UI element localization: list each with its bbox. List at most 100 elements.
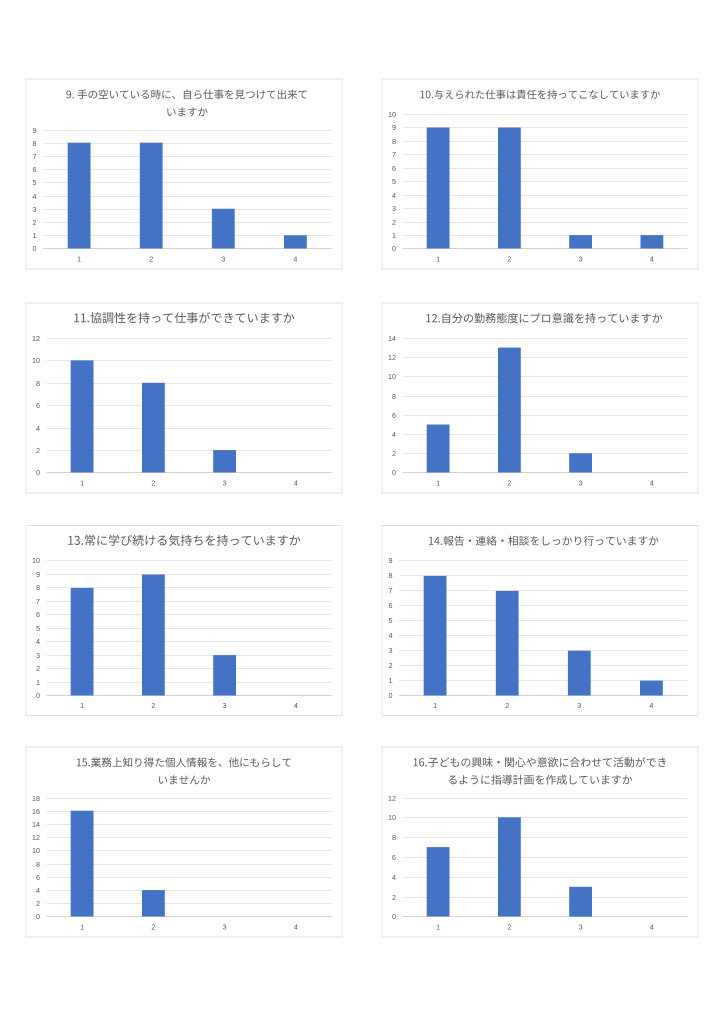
svg-text:4: 4	[650, 255, 654, 264]
svg-text:12: 12	[388, 353, 396, 362]
svg-text:0: 0	[392, 244, 396, 253]
svg-text:1: 1	[436, 923, 440, 932]
svg-text:9: 9	[36, 570, 40, 579]
svg-text:3: 3	[33, 205, 37, 214]
svg-text:10: 10	[32, 556, 40, 565]
svg-text:0: 0	[392, 468, 396, 477]
svg-text:2: 2	[507, 255, 511, 264]
svg-text:3: 3	[579, 923, 583, 932]
svg-text:14: 14	[32, 820, 40, 829]
svg-text:2: 2	[149, 255, 153, 264]
svg-text:0: 0	[36, 691, 40, 700]
svg-text:8: 8	[36, 860, 40, 869]
svg-text:0: 0	[36, 912, 40, 921]
svg-text:3: 3	[223, 923, 227, 932]
svg-text:3: 3	[223, 701, 227, 710]
svg-text:5: 5	[36, 624, 40, 633]
svg-text:1: 1	[33, 231, 37, 240]
svg-text:4: 4	[389, 631, 393, 640]
svg-text:6: 6	[392, 853, 396, 862]
svg-text:1: 1	[436, 255, 440, 264]
svg-text:3: 3	[579, 479, 583, 488]
svg-text:4: 4	[36, 886, 40, 895]
svg-text:2: 2	[392, 218, 396, 227]
svg-text:8: 8	[389, 571, 393, 580]
svg-text:9: 9	[33, 126, 37, 135]
svg-text:7: 7	[33, 152, 37, 161]
svg-text:3: 3	[389, 646, 393, 655]
svg-text:9: 9	[392, 123, 396, 132]
svg-text:2: 2	[36, 899, 40, 908]
svg-text:1: 1	[36, 678, 40, 687]
svg-text:8: 8	[392, 137, 396, 146]
svg-text:6: 6	[392, 164, 396, 173]
svg-text:0: 0	[33, 244, 37, 253]
svg-text:4: 4	[392, 873, 396, 882]
svg-text:3: 3	[221, 255, 225, 264]
svg-text:1: 1	[80, 923, 84, 932]
svg-text:4: 4	[650, 479, 654, 488]
svg-text:2: 2	[36, 664, 40, 673]
svg-text:18: 18	[32, 794, 40, 803]
svg-text:2: 2	[151, 479, 155, 488]
svg-text:16: 16	[32, 807, 40, 816]
svg-text:2: 2	[33, 218, 37, 227]
svg-text:4: 4	[33, 192, 37, 201]
svg-text:0: 0	[389, 691, 393, 700]
svg-text:2: 2	[507, 923, 511, 932]
svg-text:2: 2	[392, 449, 396, 458]
svg-text:3: 3	[392, 204, 396, 213]
svg-text:1: 1	[389, 676, 393, 685]
svg-text:1: 1	[436, 479, 440, 488]
svg-text:8: 8	[392, 833, 396, 842]
svg-text:7: 7	[392, 150, 396, 159]
svg-text:4: 4	[294, 923, 298, 932]
svg-text:4: 4	[392, 191, 396, 200]
svg-text:12: 12	[32, 334, 40, 343]
svg-text:1: 1	[392, 231, 396, 240]
svg-text:1: 1	[80, 479, 84, 488]
svg-text:5: 5	[389, 616, 393, 625]
svg-text:6: 6	[36, 610, 40, 619]
svg-text:4: 4	[294, 479, 298, 488]
svg-text:10: 10	[388, 110, 396, 119]
svg-text:2: 2	[507, 479, 511, 488]
svg-text:5: 5	[392, 177, 396, 186]
svg-text:4: 4	[294, 701, 298, 710]
svg-text:4: 4	[293, 255, 297, 264]
svg-text:4: 4	[36, 637, 40, 646]
svg-text:9: 9	[389, 556, 393, 565]
svg-text:7: 7	[36, 597, 40, 606]
svg-text:1: 1	[433, 701, 437, 710]
svg-text:6: 6	[389, 601, 393, 610]
svg-text:6: 6	[33, 165, 37, 174]
svg-text:6: 6	[36, 401, 40, 410]
svg-text:6: 6	[36, 873, 40, 882]
svg-text:1: 1	[77, 255, 81, 264]
svg-text:2: 2	[36, 446, 40, 455]
svg-text:8: 8	[33, 139, 37, 148]
svg-text:2: 2	[389, 661, 393, 670]
svg-text:7: 7	[389, 586, 393, 595]
svg-text:4: 4	[36, 424, 40, 433]
svg-text:0: 0	[392, 912, 396, 921]
svg-text:2: 2	[505, 701, 509, 710]
svg-text:12: 12	[388, 794, 396, 803]
svg-text:2: 2	[151, 923, 155, 932]
svg-text:2: 2	[151, 701, 155, 710]
svg-text:10: 10	[32, 356, 40, 365]
svg-text:6: 6	[392, 411, 396, 420]
svg-text:12: 12	[32, 833, 40, 842]
svg-text:4: 4	[392, 430, 396, 439]
svg-text:10: 10	[388, 372, 396, 381]
svg-text:0: 0	[36, 468, 40, 477]
svg-text:8: 8	[36, 583, 40, 592]
svg-text:10: 10	[388, 813, 396, 822]
svg-text:8: 8	[392, 392, 396, 401]
svg-text:3: 3	[223, 479, 227, 488]
svg-text:3: 3	[577, 701, 581, 710]
svg-text:14: 14	[388, 334, 396, 343]
svg-text:2: 2	[392, 893, 396, 902]
svg-text:3: 3	[579, 255, 583, 264]
svg-text:1: 1	[80, 701, 84, 710]
